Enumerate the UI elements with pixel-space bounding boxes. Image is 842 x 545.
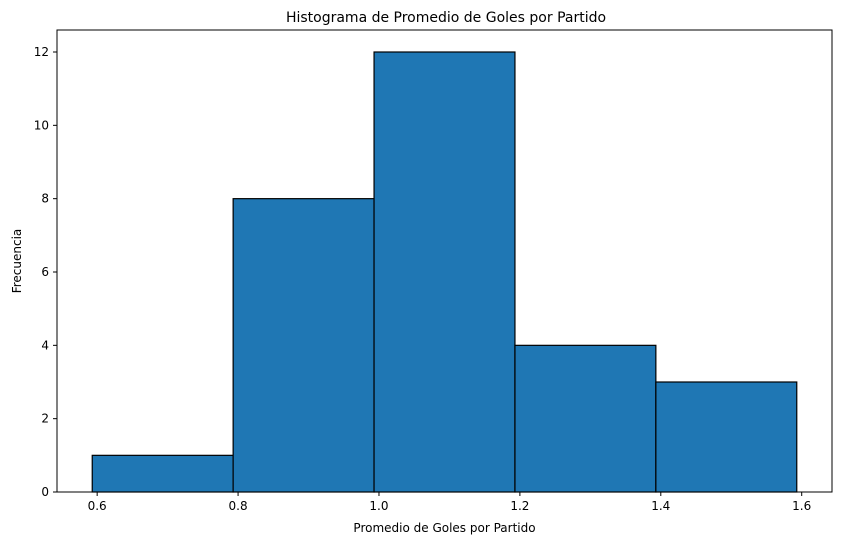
x-tick-label: 0.6 xyxy=(88,499,107,513)
y-axis-ticks: 0 2 4 6 8 10 12 xyxy=(34,45,57,499)
y-tick-label: 12 xyxy=(34,45,49,59)
x-axis-ticks: 0.6 0.8 1.0 1.2 1.4 1.6 xyxy=(88,492,811,513)
x-tick-label: 1.6 xyxy=(792,499,811,513)
chart-title: Histograma de Promedio de Goles por Part… xyxy=(286,10,606,26)
x-tick-label: 1.2 xyxy=(510,499,529,513)
y-tick-label: 10 xyxy=(34,118,49,132)
y-tick-label: 6 xyxy=(41,265,49,279)
histogram-bar xyxy=(655,381,798,493)
y-tick-label: 4 xyxy=(41,338,49,352)
histogram-bar xyxy=(373,51,516,493)
x-axis-label: Promedio de Goles por Partido xyxy=(353,521,535,535)
x-tick-label: 0.8 xyxy=(229,499,248,513)
bars-group xyxy=(91,51,798,493)
histogram-bar xyxy=(232,198,375,493)
x-tick-label: 1.0 xyxy=(369,499,388,513)
x-tick-label: 1.4 xyxy=(651,499,670,513)
y-tick-label: 0 xyxy=(41,485,49,499)
histogram-bar xyxy=(91,454,234,493)
y-tick-label: 2 xyxy=(41,412,49,426)
y-axis-label: Frecuencia xyxy=(10,229,24,294)
histogram-bar xyxy=(514,344,657,493)
y-tick-label: 8 xyxy=(41,192,49,206)
plot-frame xyxy=(56,29,833,493)
